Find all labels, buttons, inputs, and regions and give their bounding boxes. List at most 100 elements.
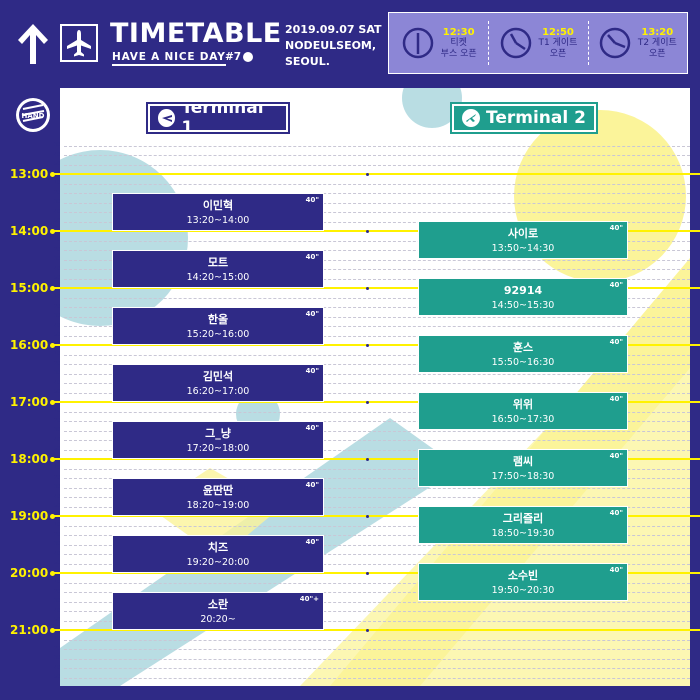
hour-label: 18:00 bbox=[10, 452, 49, 466]
opening-label: 오픈 bbox=[549, 48, 567, 59]
artist-name: 이민혁 bbox=[202, 199, 234, 212]
opening-time: 12:50 bbox=[542, 26, 574, 38]
edition-number: #7 bbox=[225, 51, 242, 63]
t1-slot[interactable]: 40" 김민석 16:20~17:00 bbox=[112, 364, 324, 402]
opening-t2-gate: 13:20 T2 게이트 오픈 bbox=[587, 13, 687, 73]
slot-time: 14:50~15:30 bbox=[491, 300, 555, 311]
t1-slot[interactable]: 40" 그_냥 17:20~18:00 bbox=[112, 421, 324, 459]
t1-slot[interactable]: 40" 이민혁 13:20~14:00 bbox=[112, 193, 324, 231]
t1-slot[interactable]: 40"+ 소란 20:20~ bbox=[112, 592, 324, 630]
opening-label: T1 게이트 bbox=[538, 37, 578, 48]
slot-duration: 40" bbox=[609, 452, 623, 460]
slot-time: 20:20~ bbox=[200, 614, 236, 625]
opening-label: 부스 오픈 bbox=[440, 48, 477, 59]
hour-dot bbox=[50, 513, 55, 519]
opening-label: 오픈 bbox=[649, 48, 666, 59]
terminal1-header: Terminal 1 bbox=[146, 98, 290, 138]
slot-time: 16:50~17:30 bbox=[491, 414, 555, 425]
t1-slot[interactable]: 40" 모트 14:20~15:00 bbox=[112, 250, 324, 288]
plane-icon bbox=[60, 24, 98, 62]
openings-box: 12:30 티켓 부스 오픈 12:50 T1 게이트 오픈 bbox=[388, 12, 688, 74]
hour-label: 13:00 bbox=[10, 167, 49, 181]
artist-name: 92914 bbox=[503, 284, 543, 297]
t1-slot[interactable]: 40" 치즈 19:20~20:00 bbox=[112, 535, 324, 573]
slot-duration: 40" bbox=[305, 196, 319, 204]
terminal1-label: Terminal 1 bbox=[181, 98, 264, 138]
slot-time: 18:20~19:00 bbox=[186, 500, 250, 511]
artist-name: 김민석 bbox=[202, 370, 234, 383]
header: TIMETABLE HAVE A NICE DAY #7 2019.09.07 … bbox=[0, 0, 700, 88]
slot-time: 13:50~14:30 bbox=[491, 243, 555, 254]
hour-label: 19:00 bbox=[10, 509, 49, 523]
opening-label: 티켓 bbox=[450, 37, 467, 48]
artist-name: 사이로 bbox=[507, 227, 539, 240]
terminal2-label: Terminal 2 bbox=[486, 108, 586, 128]
t2-slot[interactable]: 40" 92914 14:50~15:30 bbox=[418, 278, 628, 316]
t1-slot[interactable]: 40" 한올 15:20~16:00 bbox=[112, 307, 324, 345]
slot-time: 13:20~14:00 bbox=[186, 215, 250, 226]
t2-slot[interactable]: 40" 그리즐리 18:50~19:30 bbox=[418, 506, 628, 544]
t2-slot[interactable]: 40" 소수빈 19:50~20:30 bbox=[418, 563, 628, 601]
slot-time: 18:50~19:30 bbox=[491, 528, 555, 539]
slot-duration: 40" bbox=[305, 538, 319, 546]
event-venue-line1: NODEULSEOM, bbox=[285, 39, 377, 52]
clock-icon bbox=[402, 27, 433, 59]
hour-label: 14:00 bbox=[10, 224, 49, 238]
t2-slot[interactable]: 40" 위위 16:50~17:30 bbox=[418, 392, 628, 430]
opening-ticket-booth: 12:30 티켓 부스 오픈 bbox=[389, 13, 488, 73]
hour-label: 21:00 bbox=[10, 623, 49, 637]
slot-duration: 40" bbox=[609, 281, 623, 289]
slot-time: 15:50~16:30 bbox=[491, 357, 555, 368]
slot-time: 17:50~18:30 bbox=[491, 471, 555, 482]
artist-name: 한올 bbox=[207, 313, 229, 326]
artist-name: 소란 bbox=[207, 598, 229, 611]
hour-dot bbox=[50, 228, 55, 234]
slot-duration: 40" bbox=[305, 367, 319, 375]
event-info: 2019.09.07 SAT NODEULSEOM, SEOUL. bbox=[285, 22, 382, 70]
slot-duration: 40" bbox=[305, 310, 319, 318]
slot-duration: 40" bbox=[609, 395, 623, 403]
edition-label: #7 bbox=[225, 51, 254, 63]
artist-name: 위위 bbox=[512, 398, 534, 411]
slot-duration: 40"+ bbox=[299, 595, 319, 603]
hour-dot bbox=[50, 456, 55, 462]
opening-time: 13:20 bbox=[641, 26, 674, 38]
slot-time: 19:20~20:00 bbox=[186, 557, 250, 568]
t1-slot[interactable]: 40" 윤딴딴 18:20~19:00 bbox=[112, 478, 324, 516]
slot-duration: 40" bbox=[609, 566, 623, 574]
artist-name: 소수빈 bbox=[507, 569, 539, 582]
hour-dot bbox=[50, 171, 55, 177]
slot-duration: 40" bbox=[305, 253, 319, 261]
t2-slot[interactable]: 40" 램씨 17:50~18:30 bbox=[418, 449, 628, 487]
clock-icon bbox=[500, 27, 531, 59]
slot-time: 16:20~17:00 bbox=[186, 386, 250, 397]
hour-dot bbox=[50, 285, 55, 291]
page-subtitle: HAVE A NICE DAY bbox=[112, 51, 226, 66]
hour-label: 17:00 bbox=[10, 395, 49, 409]
artist-name: 윤딴딴 bbox=[202, 484, 234, 497]
slot-duration: 40" bbox=[305, 481, 319, 489]
hand-logo: HAND bbox=[16, 98, 50, 132]
hour-dot bbox=[50, 627, 55, 633]
logo-text: HAND bbox=[22, 112, 45, 120]
artist-name: 램씨 bbox=[512, 455, 534, 468]
hour-dot bbox=[50, 342, 55, 348]
hour-label: 15:00 bbox=[10, 281, 49, 295]
slot-time: 14:20~15:00 bbox=[186, 272, 250, 283]
t2-slot[interactable]: 40" 훈스 15:50~16:30 bbox=[418, 335, 628, 373]
slot-time: 17:20~18:00 bbox=[186, 443, 250, 454]
artist-name: 훈스 bbox=[512, 341, 534, 354]
opening-label: T2 게이트 bbox=[637, 37, 677, 48]
small-clock-icon bbox=[243, 52, 254, 62]
hour-dot bbox=[50, 570, 55, 576]
slot-time: 15:20~16:00 bbox=[186, 329, 250, 340]
t2-slot[interactable]: 40" 사이로 13:50~14:30 bbox=[418, 221, 628, 259]
hour-label: 16:00 bbox=[10, 338, 49, 352]
artist-name: 그_냥 bbox=[205, 427, 231, 440]
plane-icon bbox=[462, 109, 480, 127]
hour-dot bbox=[50, 399, 55, 405]
artist-name: 치즈 bbox=[207, 541, 229, 554]
artist-name: 모트 bbox=[207, 256, 229, 269]
slot-duration: 40" bbox=[609, 509, 623, 517]
plane-icon bbox=[158, 109, 176, 127]
